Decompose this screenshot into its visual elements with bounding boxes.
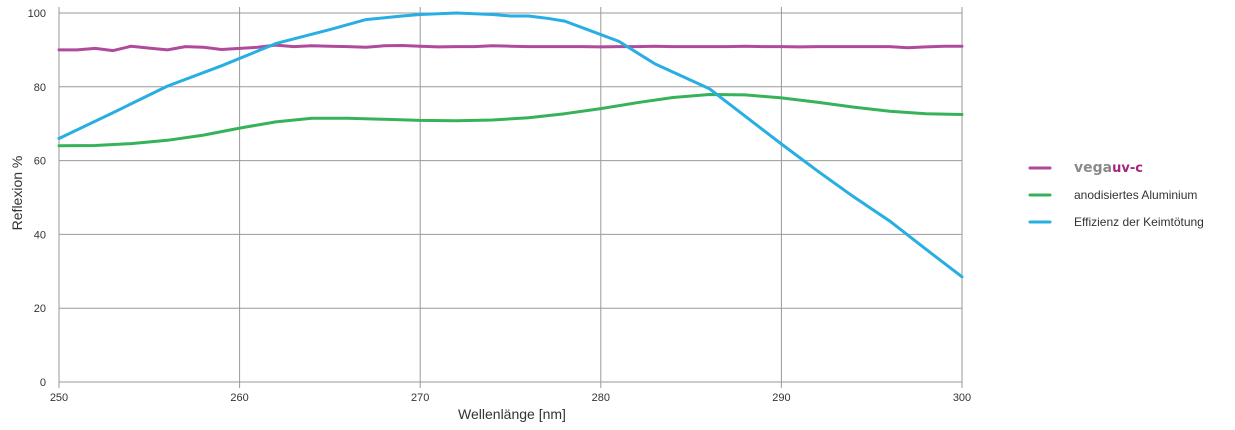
legend-brand-part2: uv-c [1112, 161, 1143, 176]
y-tick-label: 60 [34, 156, 46, 168]
series-line-aluminium [57, 93, 964, 148]
x-tick-label: 260 [230, 392, 248, 404]
legend-item-aluminium: anodisiertes Aluminium [1028, 188, 1197, 202]
tick-labels: 0 20 40 60 80 100 250 260 270 280 290 300 [28, 8, 972, 404]
x-tick-label: 270 [411, 392, 429, 404]
grid [58, 7, 963, 388]
y-tick-label: 40 [34, 229, 46, 241]
y-tick-label: 100 [28, 8, 46, 20]
x-axis-title: Wellenlänge [nm] [458, 406, 566, 422]
series-line-keimtoetung [57, 11, 964, 279]
x-tick-label: 250 [50, 392, 68, 404]
y-axis-title: Reflexion % [9, 156, 25, 231]
legend-item-vegauvc: vegauv-c [1028, 160, 1143, 176]
legend-brand-part1: vega [1074, 160, 1112, 176]
legend: vegauv-c anodisiertes Aluminium Effizien… [1028, 160, 1204, 229]
series-line-vegauvc [57, 43, 964, 53]
x-tick-label: 280 [592, 392, 610, 404]
x-tick-label: 300 [953, 392, 971, 404]
legend-label-keimtoetung: Effizienz der Keimtötung [1074, 215, 1204, 229]
x-tick-label: 290 [772, 392, 790, 404]
y-tick-label: 0 [40, 377, 46, 389]
y-tick-label: 80 [34, 82, 46, 94]
legend-item-keimtoetung: Effizienz der Keimtötung [1028, 215, 1204, 229]
series-layer [57, 11, 964, 279]
legend-label-aluminium: anodisiertes Aluminium [1074, 188, 1197, 202]
y-tick-label: 20 [34, 303, 46, 315]
legend-label-vegauvc: vegauv-c [1074, 160, 1143, 176]
